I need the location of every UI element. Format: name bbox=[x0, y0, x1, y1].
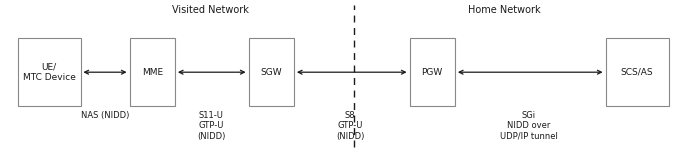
Text: MME: MME bbox=[141, 68, 163, 77]
FancyBboxPatch shape bbox=[248, 38, 294, 106]
Text: SGi
NIDD over
UDP/IP tunnel: SGi NIDD over UDP/IP tunnel bbox=[500, 111, 557, 141]
FancyBboxPatch shape bbox=[606, 38, 668, 106]
Text: Visited Network: Visited Network bbox=[172, 5, 248, 15]
FancyBboxPatch shape bbox=[130, 38, 175, 106]
Text: Home Network: Home Network bbox=[468, 5, 540, 15]
Text: SCS/AS: SCS/AS bbox=[621, 68, 653, 77]
Text: UE/
MTC Device: UE/ MTC Device bbox=[22, 62, 76, 82]
FancyBboxPatch shape bbox=[410, 38, 455, 106]
Text: PGW: PGW bbox=[421, 68, 443, 77]
FancyBboxPatch shape bbox=[18, 38, 80, 106]
Text: S11-U
GTP-U
(NIDD): S11-U GTP-U (NIDD) bbox=[197, 111, 225, 141]
Text: NAS (NIDD): NAS (NIDD) bbox=[80, 111, 130, 120]
Text: SGW: SGW bbox=[260, 68, 282, 77]
Text: S8
GTP-U
(NIDD): S8 GTP-U (NIDD) bbox=[336, 111, 364, 141]
